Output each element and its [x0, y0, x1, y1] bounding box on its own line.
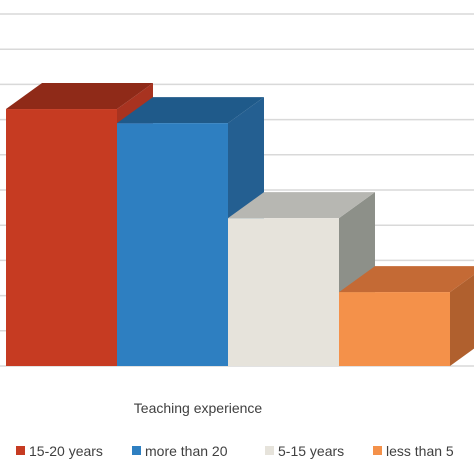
legend-label: more than 20: [145, 443, 228, 459]
bars: [6, 83, 474, 367]
legend-label: 15-20 years: [29, 443, 103, 459]
legend-item: 15-20 years: [16, 443, 103, 459]
legend-item: more than 20: [132, 443, 228, 459]
legend: 15-20 years more than 20 5-15 years less th…: [16, 443, 454, 459]
legend-label: 5-15 years: [278, 443, 344, 459]
bar-top: [117, 97, 264, 124]
legend-label: less than 5: [386, 443, 454, 459]
legend-swatch: [16, 446, 25, 455]
legend-item: 5-15 years: [265, 443, 344, 459]
legend-item: less than 5: [373, 443, 454, 459]
bar-less-than-5: [339, 266, 474, 366]
legend-swatch: [132, 446, 141, 455]
bar-front: [6, 109, 117, 366]
bar-front: [339, 292, 450, 366]
bar-top: [339, 266, 474, 293]
bar-front: [117, 123, 228, 367]
legend-swatch: [265, 446, 274, 455]
x-axis-title: Teaching experience: [134, 400, 263, 416]
bar-front: [228, 218, 339, 366]
legend-swatch: [373, 446, 382, 455]
bar-top: [228, 192, 375, 219]
bar-top: [6, 83, 153, 110]
bar-side: [450, 274, 474, 366]
